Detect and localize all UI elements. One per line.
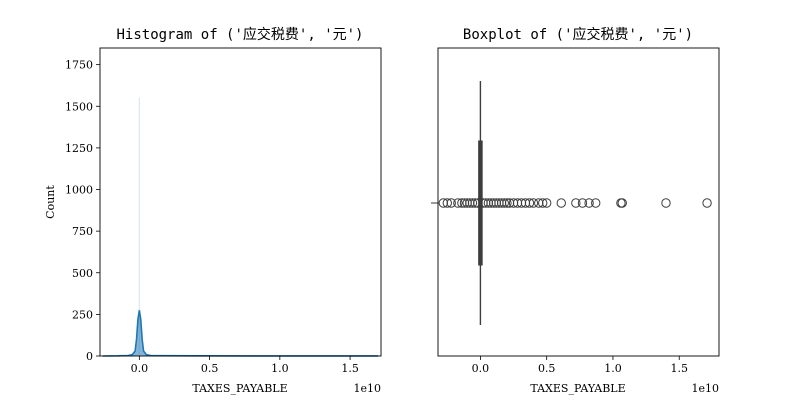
boxplot-outlier xyxy=(524,198,535,208)
boxplot-outlier xyxy=(571,198,581,208)
histogram-y-tick-label: 750 xyxy=(72,225,93,238)
histogram-x-tick-label: 0.5 xyxy=(201,362,219,375)
histogram-x-ticks: 0.0 0.5 1.0 1.5 xyxy=(131,356,359,375)
boxplot-outlier xyxy=(541,198,552,208)
boxplot-outlier xyxy=(584,198,594,208)
histogram-y-ticks: 0 250 500 750 1000 1250 1500 1750 xyxy=(65,59,100,363)
boxplot-outlier xyxy=(453,198,463,208)
histogram-x-tick-label: 1.0 xyxy=(271,362,289,375)
boxplot-outlier xyxy=(702,198,712,208)
boxplot-plot-area xyxy=(438,81,712,325)
histogram-y-tick-label: 1000 xyxy=(65,184,93,197)
boxplot-outlier xyxy=(617,198,627,208)
histogram-y-tick-label: 250 xyxy=(72,308,93,321)
histogram-y-label: Count xyxy=(44,185,57,219)
boxplot-outlier xyxy=(499,198,509,208)
boxplot-outlier xyxy=(502,198,512,208)
histogram-kde-line xyxy=(102,310,379,357)
boxplot-panel: Boxplot of ('应交税费', '元') 0.0 0.5 1.0 1.5 TA… xyxy=(431,26,720,395)
histogram-y-tick-label: 0 xyxy=(86,350,93,363)
histogram-plot-area xyxy=(102,97,379,357)
boxplot-outlier xyxy=(591,198,601,208)
boxplot-outlier xyxy=(467,198,478,208)
boxplot-outlier xyxy=(442,198,452,208)
histogram-x-offset-text: 1e10 xyxy=(353,382,381,395)
histogram-panel: Histogram of ('应交税费', '元') 0.0 0.5 1.0 1.5 … xyxy=(44,26,382,395)
boxplot-outlier xyxy=(538,198,548,208)
boxplot-x-tick-label: 0.0 xyxy=(472,362,490,375)
histogram-x-tick-label: 0.0 xyxy=(131,362,149,375)
boxplot-x-tick-label: 1.5 xyxy=(670,362,688,375)
boxplot-outlier xyxy=(528,198,539,208)
histogram-y-tick-label: 1250 xyxy=(65,142,93,155)
boxplot-x-ticks: 0.0 0.5 1.0 1.5 xyxy=(472,356,688,375)
boxplot-title: Boxplot of ('应交税费', '元') xyxy=(463,26,693,43)
boxplot-outlier xyxy=(446,198,456,208)
boxplot-frame xyxy=(437,47,720,357)
histogram-y-tick-label: 1750 xyxy=(65,59,93,72)
histogram-frame xyxy=(99,47,382,357)
histogram-y-tick-label: 500 xyxy=(72,267,93,280)
histogram-title: Histogram of ('应交税费', '元') xyxy=(116,26,363,43)
boxplot-x-label: TAXES_PAYABLE xyxy=(530,382,625,395)
boxplot-x-offset-text: 1e10 xyxy=(691,382,719,395)
boxplot-outlier xyxy=(556,198,566,208)
boxplot-x-tick-label: 1.0 xyxy=(604,362,622,375)
boxplot-outlier xyxy=(661,198,671,208)
boxplot-x-tick-label: 0.5 xyxy=(538,362,556,375)
histogram-y-tick-label: 1500 xyxy=(65,100,93,113)
boxplot-outlier xyxy=(577,198,588,208)
histogram-x-tick-label: 1.5 xyxy=(341,362,359,375)
histogram-x-label: TAXES_PAYABLE xyxy=(192,382,287,395)
